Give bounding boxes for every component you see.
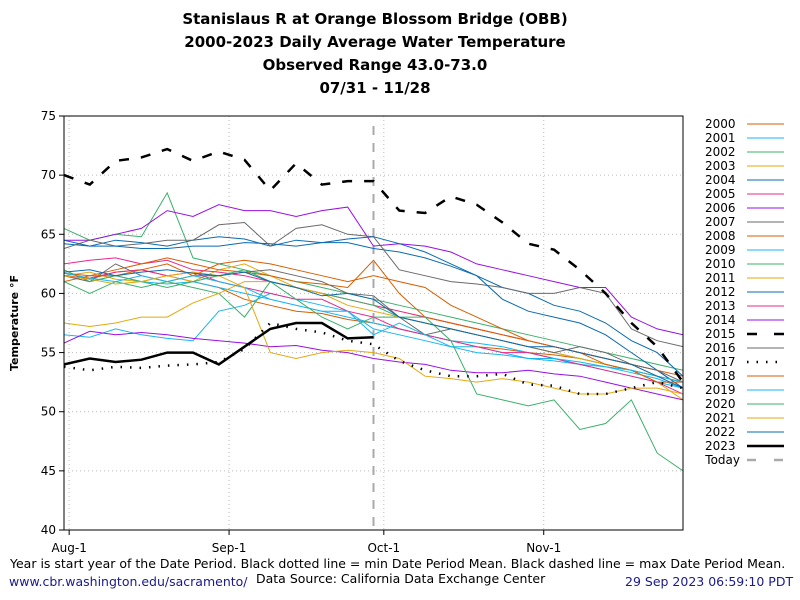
legend-label-2014: 2014 [705,313,736,327]
footer-note: Year is start year of the Date Period. B… [10,556,786,571]
series-line-2021 [64,271,683,395]
footer-timestamp: 29 Sep 2023 06:59:10 PDT [625,574,794,589]
legend-label-2012: 2012 [705,285,736,299]
legend-label-2004: 2004 [705,173,736,187]
x-tick-label: Aug-1 [51,541,86,555]
series-group [64,126,683,530]
legend-label-2006: 2006 [705,201,736,215]
series-line-2012 [64,236,683,389]
legend-label-2011: 2011 [705,271,736,285]
legend-label-2007: 2007 [705,215,736,229]
legend-label-today: Today [704,453,740,467]
legend-label-2001: 2001 [705,131,736,145]
series-line-2023 [64,321,374,366]
legend-label-2020: 2020 [705,397,736,411]
x-tick-label: Sep-1 [212,541,247,555]
legend-label-2015: 2015 [705,327,736,341]
series-line-2015 [64,147,683,383]
y-tick-label: 65 [41,227,56,241]
x-tick-label: Nov-1 [526,541,561,555]
series-line-2022 [64,269,683,389]
chart-title-line-1: Stanislaus R at Orange Blossom Bridge (O… [182,10,568,28]
series-line-2009 [64,292,683,389]
legend-label-2005: 2005 [705,187,736,201]
x-tick-label: Oct-1 [367,541,400,555]
legend-label-2017: 2017 [705,355,736,369]
legend-label-2023: 2023 [705,439,736,453]
legend-label-2010: 2010 [705,257,736,271]
legend-label-2016: 2016 [705,341,736,355]
legend-label-2003: 2003 [705,159,736,173]
y-tick-label: 75 [41,109,56,123]
plot-frame [63,115,684,531]
legend-label-2000: 2000 [705,117,736,131]
y-tick-label: 70 [41,168,56,182]
legend-label-2002: 2002 [705,145,736,159]
legend-label-2013: 2013 [705,299,736,313]
chart-title-line-4: 07/31 - 11/28 [319,79,431,97]
legend-label-2022: 2022 [705,425,736,439]
legend-label-2018: 2018 [705,369,736,383]
y-tick-label: 40 [41,523,56,537]
series-line-2004 [64,236,683,377]
footer-link[interactable]: www.cbr.washington.edu/sacramento/ [9,574,248,589]
legend-label-2019: 2019 [705,383,736,397]
legend-label-2008: 2008 [705,229,736,243]
series-line-2011 [64,281,683,401]
y-tick-label: 50 [41,405,56,419]
y-tick-label: 45 [41,464,56,478]
footer-source: Data Source: California Data Exchange Ce… [256,571,546,586]
series-line-2019 [64,272,683,383]
legend-label-2009: 2009 [705,243,736,257]
series-line-2020 [64,269,683,472]
chart-title-line-3: Observed Range 43.0-73.0 [262,56,488,74]
legend-label-2021: 2021 [705,411,736,425]
y-tick-label: 55 [41,346,56,360]
y-tick-label: 60 [41,286,56,300]
chart-title-line-2: 2000-2023 Daily Average Water Temperatur… [184,33,566,51]
series-line-2014 [64,330,683,401]
y-axis-label: Temperature °F [8,275,21,371]
